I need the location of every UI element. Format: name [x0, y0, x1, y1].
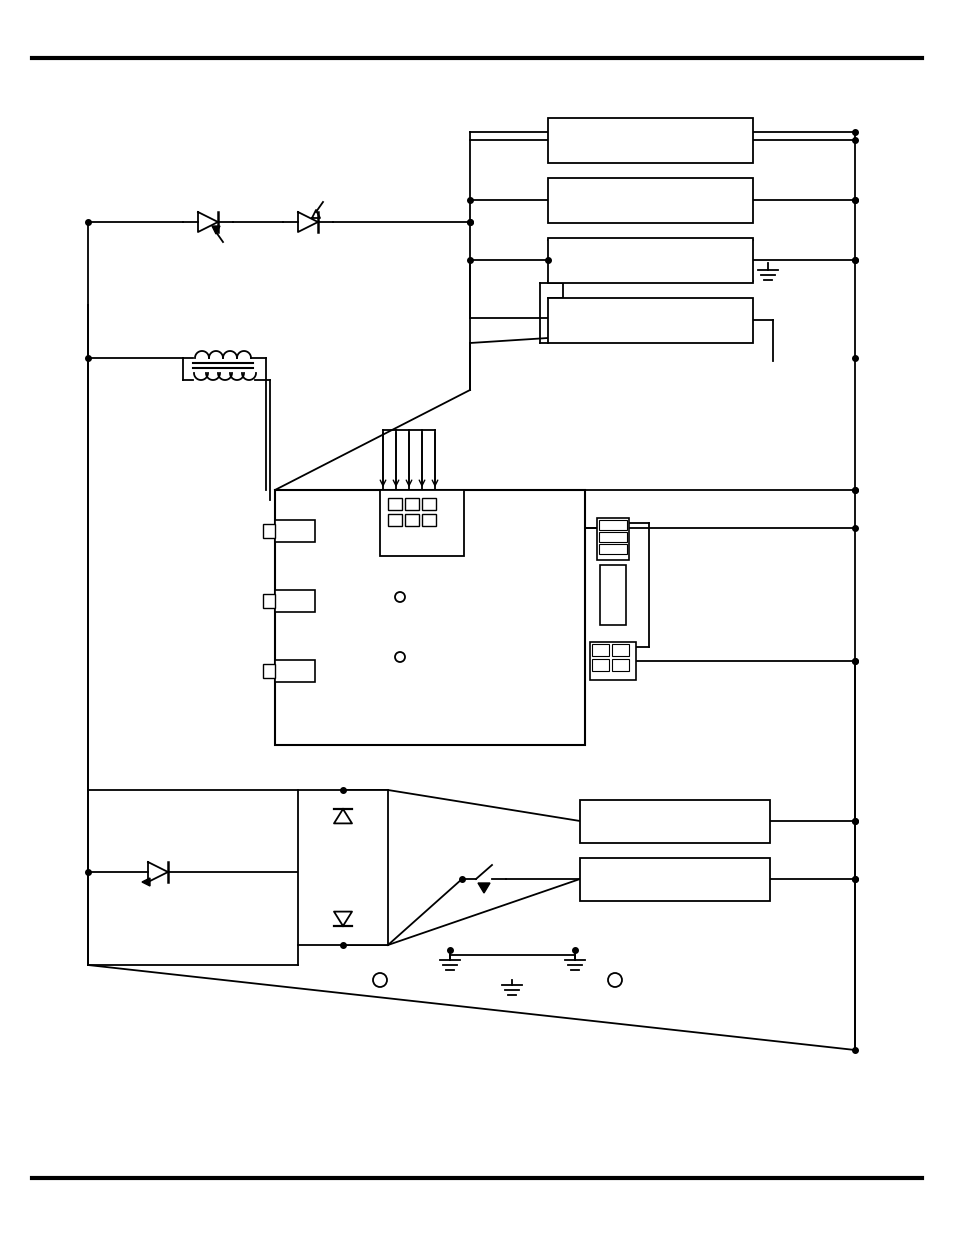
Bar — [405, 498, 418, 510]
Bar — [379, 490, 463, 556]
Bar — [263, 664, 274, 678]
Bar — [547, 178, 752, 224]
Bar — [421, 498, 436, 510]
Bar — [388, 498, 401, 510]
Bar — [274, 490, 584, 745]
Bar — [592, 643, 608, 656]
Bar — [547, 238, 752, 283]
Polygon shape — [477, 883, 490, 893]
Polygon shape — [212, 226, 220, 233]
Bar — [405, 514, 418, 526]
Bar — [421, 514, 436, 526]
Bar — [579, 858, 769, 902]
Bar — [597, 517, 628, 559]
Bar — [274, 659, 314, 682]
Bar — [598, 520, 626, 530]
Bar — [592, 659, 608, 671]
Bar — [547, 119, 752, 163]
Bar — [598, 532, 626, 542]
Bar — [263, 524, 274, 538]
Bar — [612, 659, 628, 671]
Bar — [589, 642, 636, 680]
Bar — [612, 643, 628, 656]
Bar — [388, 514, 401, 526]
Polygon shape — [142, 878, 150, 885]
Bar — [274, 590, 314, 613]
Bar — [579, 800, 769, 844]
Bar — [263, 594, 274, 608]
Bar — [547, 298, 752, 343]
Bar — [598, 543, 626, 555]
Bar — [297, 790, 388, 945]
Bar — [599, 564, 625, 625]
Bar — [274, 520, 314, 542]
